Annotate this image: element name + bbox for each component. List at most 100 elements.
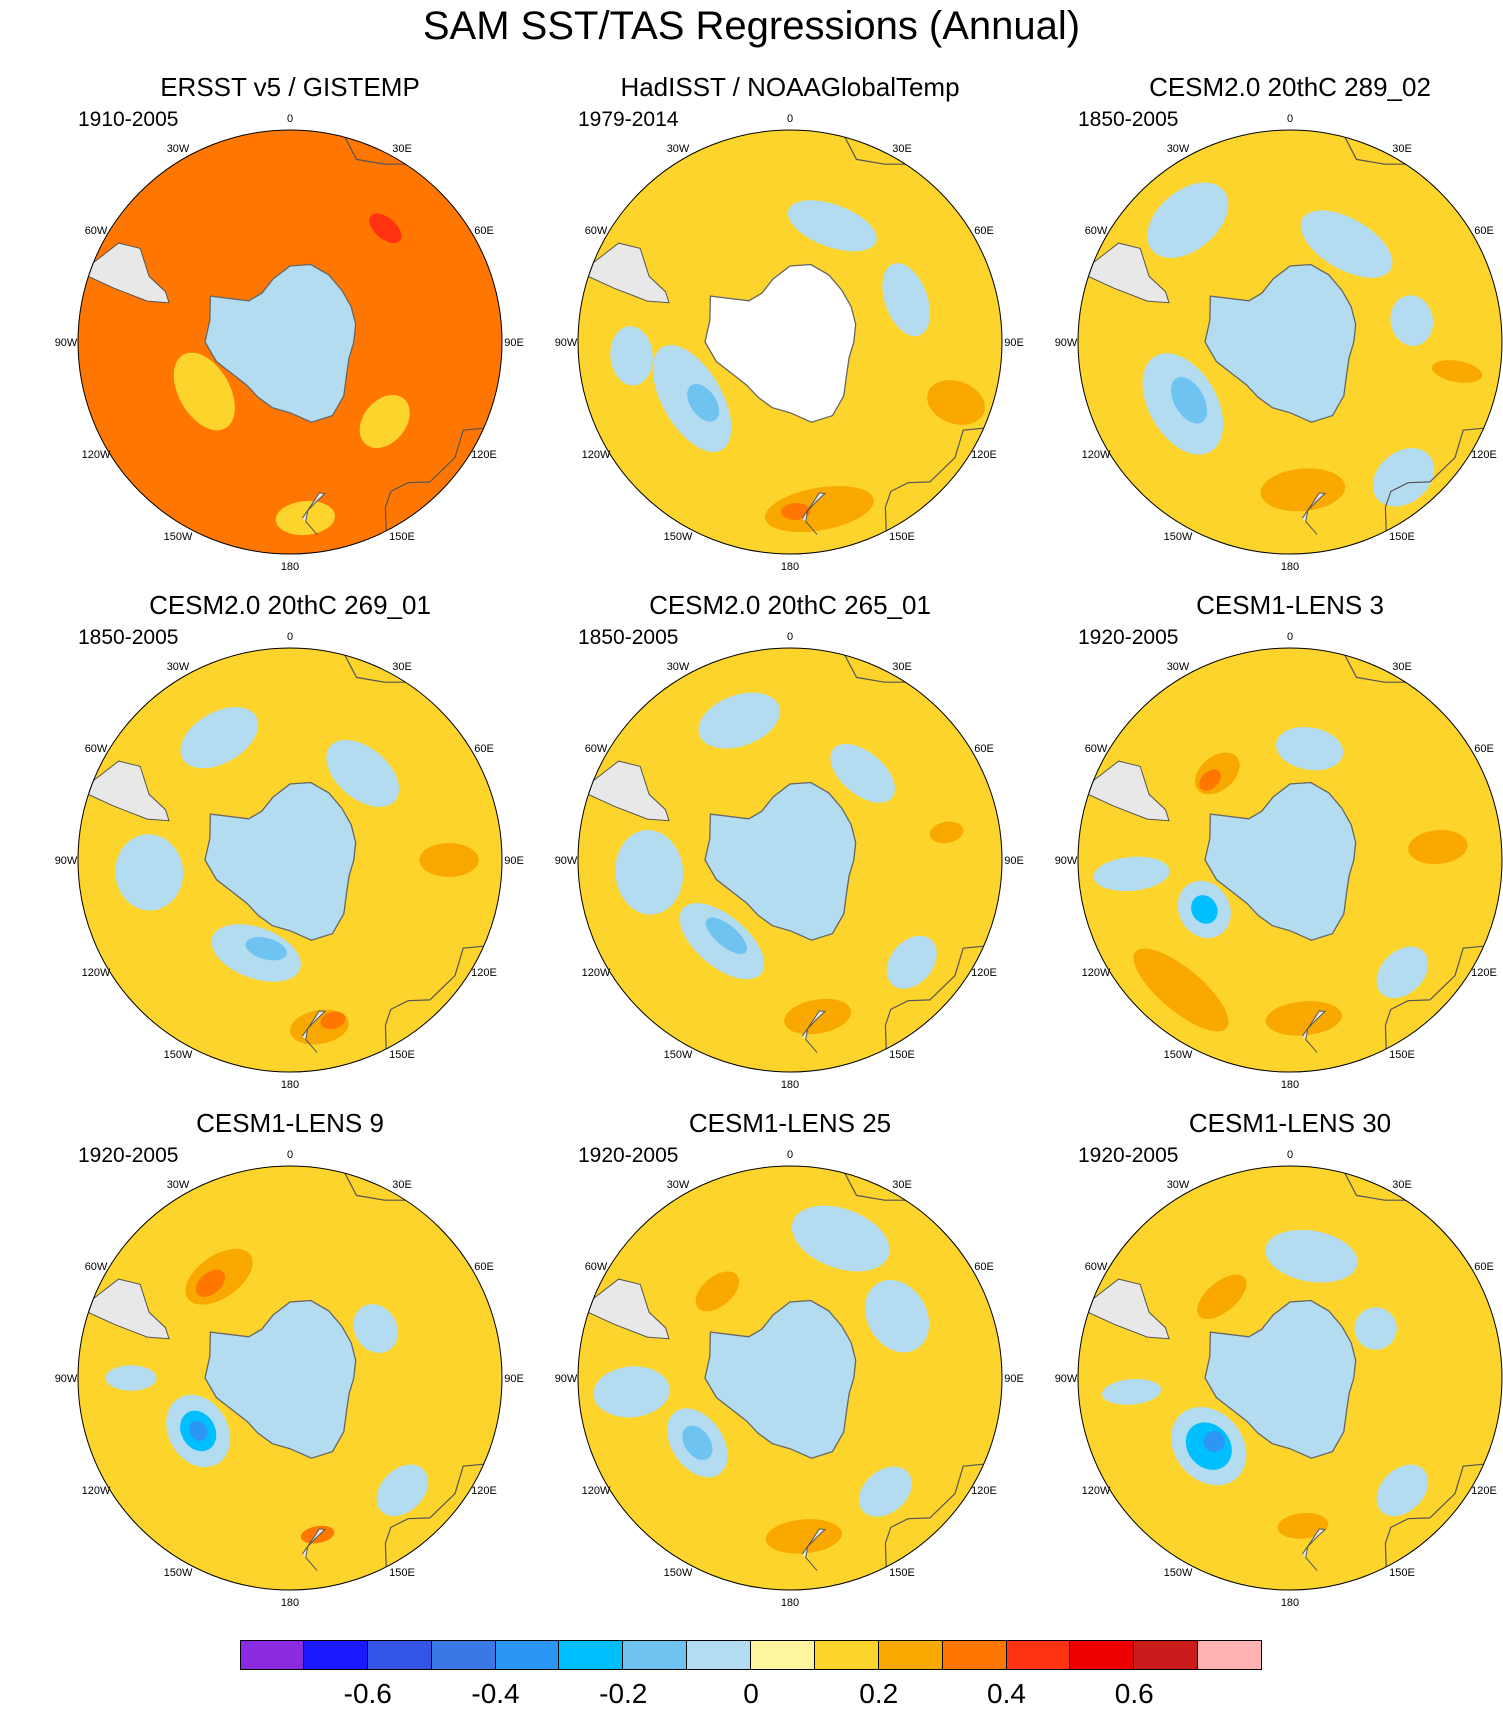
colorbar-swatch — [559, 1640, 624, 1670]
longitude-label: 150W — [164, 531, 193, 543]
colorbar-swatch — [367, 1640, 432, 1670]
longitude-label: 60W — [585, 743, 608, 755]
anomaly-region — [1203, 1430, 1225, 1453]
longitude-label: 90W — [555, 855, 578, 867]
map-panel: 0 30E 60E 90E 120E 150E 180 150W 120W 90W 60W 30W Ha… — [540, 72, 1040, 572]
south-america-outline — [87, 242, 170, 304]
anomaly-region — [610, 326, 653, 386]
map-panel: 030E60E90E120E150E180150W120W90W60W30WCE… — [1040, 590, 1503, 1090]
africa-outline — [1344, 136, 1406, 165]
longitude-label: 150E — [1389, 1049, 1415, 1061]
panel-title: CESM1-LENS 30 — [1188, 1108, 1392, 1138]
anomaly-region — [705, 917, 748, 955]
longitude-label: 120E — [1471, 1485, 1497, 1497]
anomaly-region — [105, 1365, 157, 1391]
anomaly-region — [1197, 1274, 1247, 1320]
longitude-label: 60E — [974, 743, 994, 755]
map-border — [1077, 647, 1503, 1073]
anomaly-region — [1276, 726, 1344, 771]
longitude-label: 60W — [1085, 1261, 1108, 1273]
longitude-label: 150E — [389, 1567, 415, 1579]
anomaly-region — [1260, 468, 1346, 512]
new-zealand-outline — [801, 492, 827, 535]
colorbar-swatch — [240, 1640, 304, 1670]
longitude-label: 30E — [392, 143, 412, 155]
australia-outline — [1384, 1463, 1484, 1567]
longitude-label: 150E — [389, 531, 415, 543]
anomaly-region — [326, 739, 400, 807]
longitude-label: 90E — [1004, 1373, 1024, 1385]
africa-outline — [344, 1172, 406, 1201]
anomaly-region — [830, 743, 895, 803]
longitude-label: 90E — [1004, 855, 1024, 867]
longitude-label: 150E — [889, 531, 915, 543]
map-border — [1077, 129, 1503, 555]
anomaly-region — [115, 834, 184, 911]
panel-title: CESM2.0 20thC 265_01 — [649, 590, 931, 620]
anomaly-region — [1147, 182, 1229, 258]
longitude-label: 150W — [1164, 1567, 1193, 1579]
south-america-outline — [587, 760, 670, 822]
anomaly-region — [116, 295, 168, 389]
south-america-outline — [587, 242, 670, 304]
south-america-outline — [87, 1278, 170, 1340]
colorbar-swatch — [751, 1640, 815, 1670]
anomaly-region — [781, 503, 811, 520]
anomaly-region — [375, 199, 449, 280]
longitude-label: 30E — [892, 661, 912, 673]
anomaly-region — [1354, 1307, 1397, 1350]
colorbar: -0.6 -0.4 -0.2 0 0.2 0.4 0.6 — [240, 1640, 1262, 1710]
anomaly-region — [245, 937, 287, 961]
longitude-label: 150W — [664, 1049, 693, 1061]
anomaly-region — [1408, 829, 1468, 865]
panel-period: 1920-2005 — [78, 1144, 179, 1167]
longitude-label: 0 — [287, 631, 293, 643]
map-border — [1077, 1165, 1503, 1591]
longitude-label: 30W — [667, 661, 690, 673]
new-zealand-outline — [301, 492, 327, 535]
longitude-label: 120E — [471, 449, 497, 461]
longitude-label: 60E — [974, 1261, 994, 1273]
map-border — [577, 647, 1003, 1073]
africa-outline — [1344, 1172, 1406, 1201]
longitude-label: 180 — [1281, 1597, 1299, 1608]
panel-period: 1920-2005 — [1078, 626, 1179, 649]
australia-outline — [384, 427, 484, 531]
anomaly-region — [929, 821, 964, 844]
africa-outline — [344, 654, 406, 683]
colorbar-tick-label: 0.6 — [1114, 1678, 1154, 1709]
longitude-label: 150W — [664, 531, 693, 543]
africa-outline — [1344, 654, 1406, 683]
australia-outline — [384, 945, 484, 1049]
longitude-label: 90W — [555, 337, 578, 349]
longitude-label: 120E — [1471, 967, 1497, 979]
colorbar-swatch — [623, 1640, 688, 1670]
anomaly-region — [1372, 448, 1435, 507]
colorbar-swatch — [1198, 1640, 1262, 1670]
map-panel: 030E60E90E120E150E180150W120W90W60W30WCE… — [1040, 72, 1503, 572]
colorbar-tick-label: 0.4 — [987, 1678, 1026, 1709]
africa-outline — [844, 1172, 906, 1201]
longitude-label: 120W — [582, 449, 611, 461]
anomaly-region — [353, 1304, 399, 1353]
panel-title: CESM1-LENS 25 — [688, 1108, 892, 1138]
panel-title: CESM1-LENS 3 — [1196, 590, 1384, 620]
anomaly-region — [376, 1464, 429, 1517]
africa-outline — [844, 136, 906, 165]
colorbar-swatch — [1006, 1640, 1071, 1670]
longitude-label: 180 — [781, 1079, 799, 1090]
longitude-label: 120E — [971, 449, 997, 461]
anomaly-region — [698, 692, 781, 749]
longitude-label: 120E — [471, 967, 497, 979]
map-border — [77, 1165, 503, 1591]
anomaly-region — [195, 1269, 226, 1297]
anomaly-region — [695, 1271, 740, 1312]
australia-outline — [1384, 427, 1484, 531]
longitude-label: 30E — [392, 661, 412, 673]
longitude-label: 150E — [889, 1049, 915, 1061]
longitude-label: 150W — [164, 1049, 193, 1061]
longitude-label: 120W — [82, 967, 111, 979]
